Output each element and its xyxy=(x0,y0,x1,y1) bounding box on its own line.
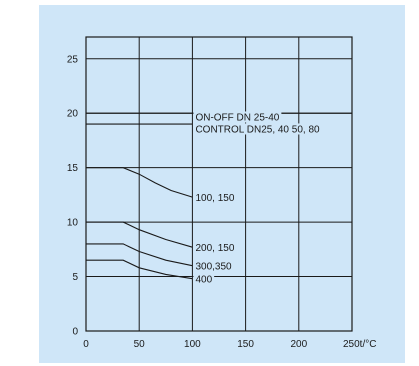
curve-annotation: CONTROL DN25, 40 50, 80 xyxy=(195,124,320,135)
chart-background xyxy=(39,5,405,363)
y-tick-label: 15 xyxy=(67,163,79,174)
curve-annotation: ON-OFF DN 25-40 xyxy=(195,112,279,123)
x-tick-label: 50 xyxy=(134,339,146,350)
curve-annotation: 400 xyxy=(195,275,212,286)
annotation-background xyxy=(193,111,282,123)
x-tick-labels: 0 50 100 150 200 250t/°C xyxy=(83,339,376,350)
x-tick-label: 100 xyxy=(184,339,201,350)
x-tick-label: 0 xyxy=(83,339,89,350)
chart-panel: 0 50 100 150 200 250t/°C 0 5 10 15 20 25 ON-OFF DN… xyxy=(39,5,405,363)
y-tick-label: 0 xyxy=(72,327,78,338)
y-tick-label: 10 xyxy=(67,218,79,229)
plot-area xyxy=(85,36,353,332)
grid-lines xyxy=(86,37,352,331)
annotation-background xyxy=(193,192,237,204)
curve-annotation: 200, 150 xyxy=(195,243,234,254)
y-tick-labels: 0 5 10 15 20 25 xyxy=(67,54,79,337)
curve-annotation: 100, 150 xyxy=(195,193,234,204)
x-tick-label: 200 xyxy=(290,339,307,350)
annotation-background xyxy=(193,273,215,285)
y-tick-label: 20 xyxy=(67,109,79,120)
x-tick-label: 250t/°C xyxy=(343,339,376,350)
y-tick-label: 25 xyxy=(67,54,79,65)
annotation-background xyxy=(193,123,322,135)
annotation-background xyxy=(193,242,237,254)
curve-line xyxy=(86,221,193,248)
curve-line xyxy=(86,167,193,198)
annotation-background xyxy=(193,260,234,272)
y-tick-label: 5 xyxy=(72,272,78,283)
pressure-temperature-chart: 0 50 100 150 200 250t/°C 0 5 10 15 20 25 ON-OFF DN… xyxy=(39,5,405,363)
x-tick-label: 150 xyxy=(237,339,254,350)
curve-annotation: 300,350 xyxy=(195,262,232,273)
curve-line xyxy=(86,243,193,267)
curve-line xyxy=(86,259,193,280)
